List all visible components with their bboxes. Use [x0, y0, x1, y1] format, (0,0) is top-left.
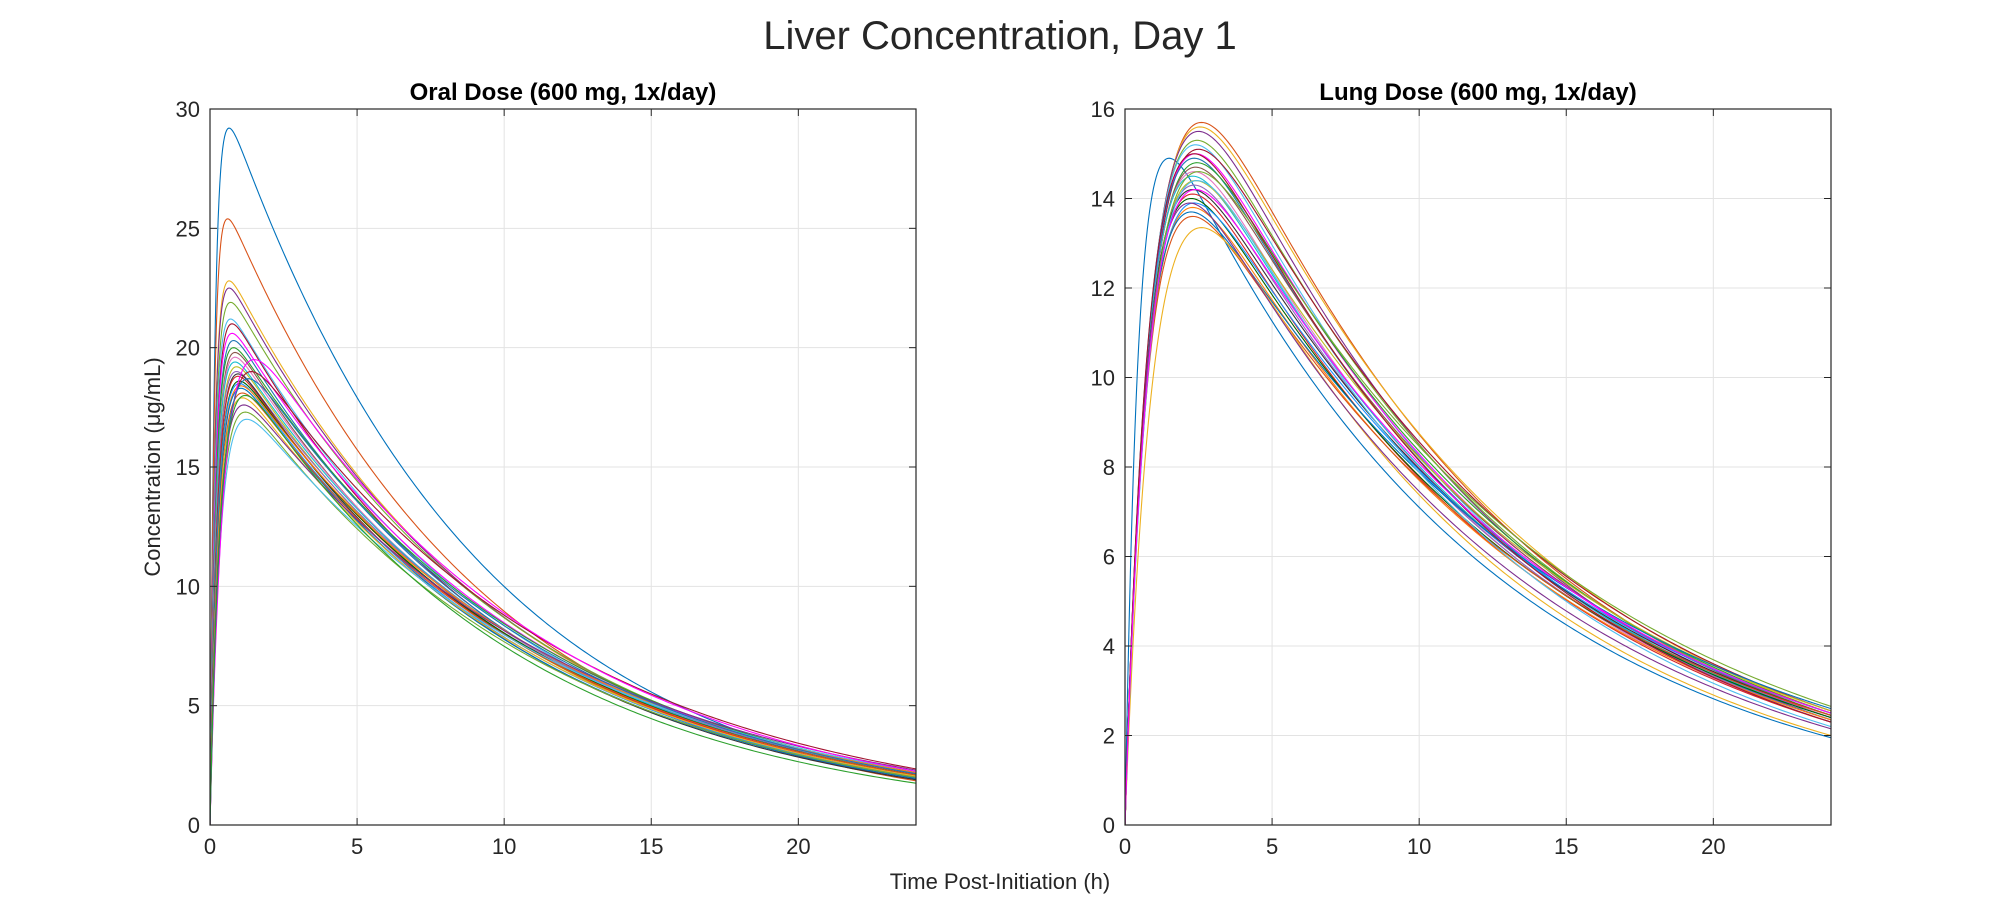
series-line-24 — [210, 404, 916, 825]
series-line-29 — [210, 378, 916, 825]
series-line-7 — [210, 323, 916, 825]
series-line-30 — [210, 394, 916, 825]
y-tick-label: 0 — [188, 813, 200, 838]
series-line-25 — [1125, 171, 1831, 825]
axes-1: 0 5 10 15 20 0 5 10 15 20 25 30 Oral Dose (600 mg, 1… — [140, 79, 917, 859]
y-tick-label: 20 — [176, 336, 200, 361]
series-line-18 — [1125, 197, 1831, 825]
series-line-28 — [210, 359, 916, 825]
y-tick-label: 16 — [1091, 97, 1115, 122]
series-line-21 — [210, 387, 916, 825]
y-tick-label: 15 — [176, 455, 200, 480]
axes-title: Oral Dose (600 mg, 1x/day) — [410, 79, 717, 106]
series-line-7 — [1125, 148, 1831, 825]
series-line-11 — [1125, 166, 1831, 825]
y-tick-label: 12 — [1091, 276, 1115, 301]
axes-title: Lung Dose (600 mg, 1x/day) — [1319, 79, 1636, 106]
y-tick-label: 4 — [1103, 634, 1115, 659]
x-tick-label: 20 — [786, 834, 810, 859]
series-line-10 — [1125, 162, 1831, 825]
series-line-27 — [210, 370, 916, 825]
series-line-25 — [210, 411, 916, 825]
x-tick-label: 15 — [1554, 834, 1578, 859]
y-tick-label: 8 — [1103, 455, 1115, 480]
x-tick-label: 10 — [1407, 834, 1431, 859]
axes-2: 0 5 10 15 20 0 2 4 6 8 10 12 14 16 Lung Dose (600 mg, … — [1091, 79, 1832, 859]
y-tick-label: 2 — [1103, 724, 1115, 749]
y-axis-label: Concentration (μg/mL) — [140, 357, 165, 576]
x-tick-label: 10 — [492, 834, 516, 859]
x-tick-label: 0 — [204, 834, 216, 859]
series-line-17 — [1125, 193, 1831, 825]
y-tick-label: 6 — [1103, 545, 1115, 570]
y-tick-label: 14 — [1091, 187, 1115, 212]
series-line-15 — [1125, 184, 1831, 825]
series-line-4 — [210, 287, 916, 825]
x-tick-label: 5 — [1266, 834, 1278, 859]
series-line-8 — [1125, 153, 1831, 825]
series-line-23 — [210, 397, 916, 825]
shared-x-axis-label: Time Post-Initiation (h) — [889, 869, 1111, 894]
series-line-2 — [210, 218, 916, 825]
series-line-20 — [1125, 206, 1831, 825]
series-line-1 — [1125, 157, 1831, 825]
figure-title: Liver Concentration, Day 1 — [763, 14, 1237, 58]
series-group — [1125, 121, 1831, 825]
series-line-17 — [210, 375, 916, 825]
y-tick-label: 5 — [188, 694, 200, 719]
y-tick-label: 30 — [176, 97, 200, 122]
x-tick-label: 5 — [351, 834, 363, 859]
x-tick-label: 0 — [1119, 834, 1131, 859]
series-group — [210, 127, 916, 825]
y-tick-label: 0 — [1103, 813, 1115, 838]
series-line-22 — [1125, 215, 1831, 825]
series-line-21 — [1125, 211, 1831, 825]
series-line-10 — [210, 347, 916, 825]
series-line-1 — [210, 127, 916, 825]
series-line-3 — [210, 280, 916, 825]
series-line-3 — [1125, 126, 1831, 825]
y-tick-label: 10 — [1091, 366, 1115, 391]
series-line-27 — [1125, 153, 1831, 825]
x-tick-label: 15 — [639, 834, 663, 859]
y-tick-label: 10 — [176, 574, 200, 599]
y-tick-label: 25 — [176, 216, 200, 241]
series-line-13 — [1125, 175, 1831, 825]
x-tick-label: 20 — [1701, 834, 1725, 859]
series-line-28 — [1125, 189, 1831, 825]
series-line-9 — [1125, 157, 1831, 825]
